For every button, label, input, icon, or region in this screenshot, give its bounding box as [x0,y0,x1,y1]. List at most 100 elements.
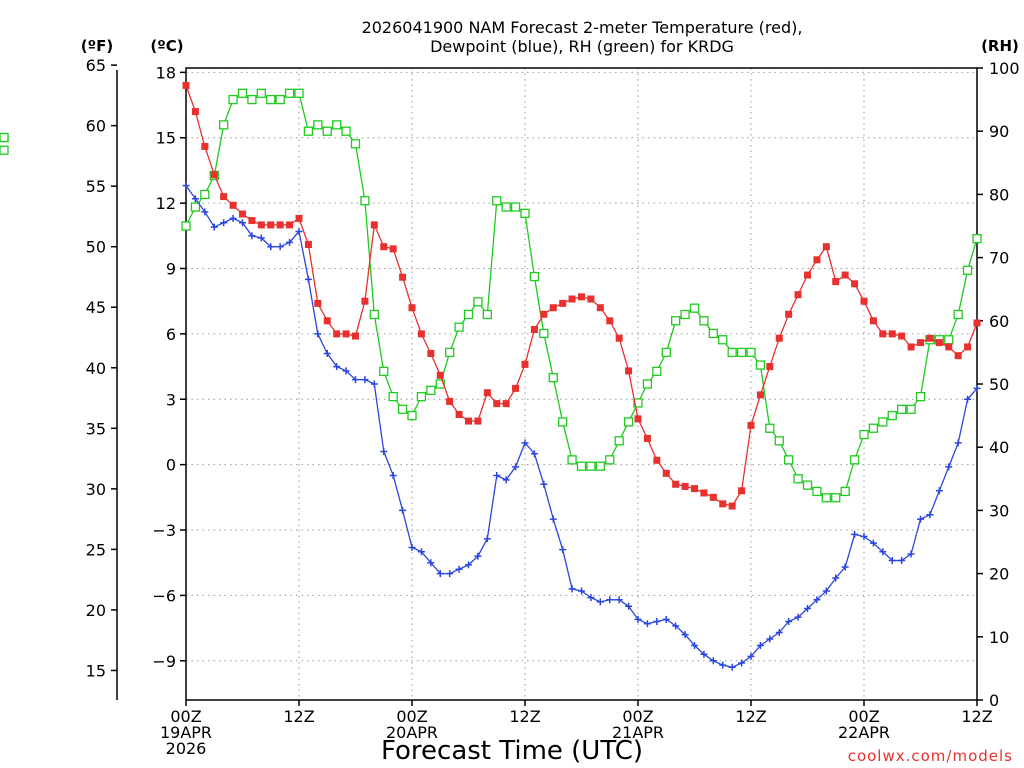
point-dewpoint [323,349,331,357]
point-temperature [719,500,727,508]
point-temperature [483,389,491,397]
point-dewpoint [502,476,510,484]
point-temperature [794,291,802,299]
point-rh [322,126,332,136]
point-rh [605,455,615,465]
point-dewpoint [512,463,520,471]
celsius-axis: 18 15 12 9 6 3 0 −3 −6 −9 [152,63,186,671]
point-dewpoint [342,367,350,375]
point-rh [897,404,907,414]
point-rh [454,322,464,332]
point-temperature [832,278,840,286]
point-dewpoint [738,659,746,667]
point-rh [397,404,408,414]
point-temperature [559,299,567,307]
point-dewpoint [446,570,454,578]
point-dewpoint [220,219,228,227]
fahrenheit-tick-label: 35 [86,419,106,438]
point-temperature [841,271,849,279]
point-dewpoint [973,384,981,392]
point-rh [614,436,624,446]
point-rh [642,379,653,389]
point-rh [228,94,238,105]
point-temperature [709,493,717,501]
point-rh [501,202,511,212]
point-temperature [455,411,463,419]
x-tick-label: 00Z [848,707,879,726]
x-tick-label: 22APR [838,723,890,742]
point-temperature [248,217,256,225]
point-rh [341,126,351,136]
point-rh [247,94,257,105]
point-temperature [210,171,218,179]
point-temperature [945,343,953,351]
point-temperature [653,456,661,464]
fahrenheit-tick-label: 65 [86,56,106,75]
point-rh [463,309,474,320]
point-temperature [643,434,651,442]
point-rh [416,391,427,402]
point-temperature [191,108,199,116]
point-dewpoint [728,663,736,671]
point-dewpoint [191,195,199,203]
point-rh [689,303,700,313]
point-temperature [229,201,237,209]
point-rh [548,373,558,383]
point-rh [915,391,926,402]
point-dewpoint [455,565,463,573]
point-rh [802,480,813,490]
point-rh [539,328,549,339]
point-temperature [286,221,294,229]
point-rh [849,455,860,465]
point-dewpoint [653,618,661,626]
point-rh [708,328,718,339]
point-temperature [935,339,943,347]
point-temperature [785,310,793,318]
rh-unit-label: (RH) [981,37,1019,55]
point-temperature [257,221,265,229]
point-rh [586,461,596,471]
celsius-tick-label: 0 [166,456,176,475]
point-dewpoint [248,232,256,240]
point-temperature [201,142,209,150]
fahrenheit-tick-label: 30 [86,480,106,499]
point-rh [576,461,587,471]
celsius-tick-label: 6 [166,325,176,344]
point-dewpoint [747,652,755,660]
point-dewpoint [540,480,548,488]
rh-tick-label: 0 [989,691,999,710]
point-rh [567,455,577,465]
x-tick-label: 12Z [509,707,540,726]
celsius-unit-label: (ºC) [150,37,183,55]
point-dewpoint [578,587,585,595]
point-rh [718,335,728,345]
point-dewpoint [954,439,962,447]
celsius-tick-label: 15 [156,129,176,148]
point-rh [793,474,803,484]
point-rh [944,335,954,345]
point-temperature [917,339,924,347]
point-rh [0,145,9,155]
point-dewpoint [465,561,472,569]
point-dewpoint [399,506,407,514]
point-dewpoint [869,539,877,547]
point-rh [878,417,888,427]
point-temperature [182,81,190,89]
point-dewpoint [775,628,783,636]
point-rh [190,202,201,212]
point-rh [680,309,690,320]
point-dewpoint [832,574,840,582]
point-dewpoint [427,559,435,567]
point-rh [360,196,370,206]
point-dewpoint [625,602,633,610]
celsius-tick-label: −3 [152,521,176,540]
point-temperature [879,330,887,338]
point-rh [426,385,436,395]
point-dewpoint [926,511,934,519]
point-dewpoint [756,642,764,650]
point-dewpoint [606,596,614,604]
point-rh [746,347,756,358]
point-temperature [568,295,576,303]
point-dewpoint [945,463,953,471]
point-dewpoint [672,622,680,630]
